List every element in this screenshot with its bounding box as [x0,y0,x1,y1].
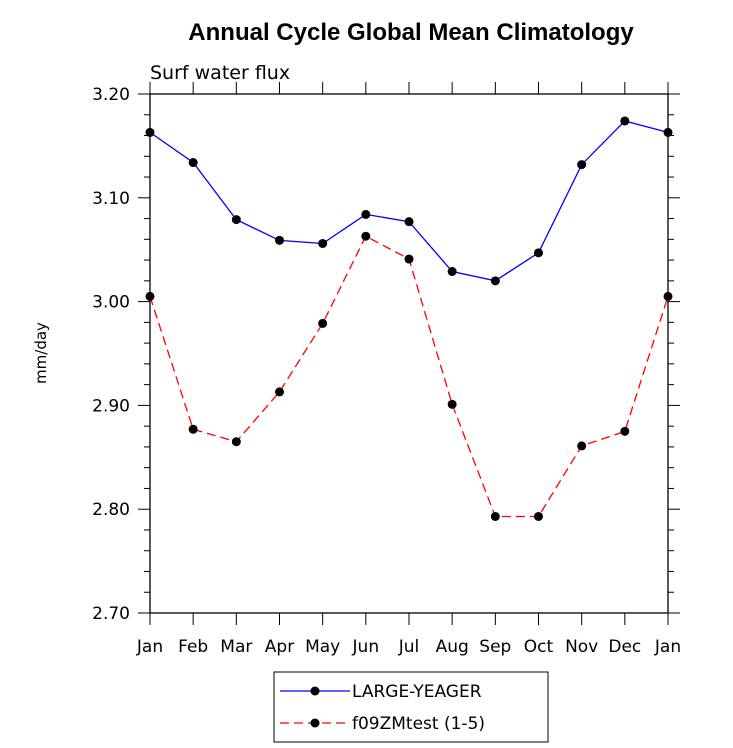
chart-subtitle: Surf water flux [150,62,290,84]
legend-marker-1 [310,686,320,696]
y-axis-label: mm/day [32,322,50,384]
series-2-point [231,437,241,447]
x-tick-label: Jul [398,637,420,657]
x-tick-label: Sep [479,637,511,657]
y-tick-label: 3.00 [92,293,130,313]
series-2-point [275,387,284,397]
x-tick-label: May [305,637,340,657]
series-1-point [231,215,241,225]
x-tick-label: Jan [654,637,681,657]
plot-axes: 2.70 2.80 2.90 3.00 3.10 3.20 Jan Feb Mar Apr May J… [92,82,681,657]
series-1-point [447,266,457,276]
series-layer [145,116,673,521]
x-tick-label: Aug [436,637,469,657]
series-2-point [404,254,414,264]
legend-marker-2 [310,718,320,728]
series-1-point [663,127,673,137]
series-1-point [534,248,543,258]
series-2-point [577,441,587,451]
series-1-point [404,217,414,227]
series-line-2 [149,235,669,518]
legend-box [273,671,549,743]
legend: LARGE-YEAGER f09ZMtest (1-5) [273,671,549,743]
y-tick-label: 2.70 [92,604,130,624]
x-tick-label: Dec [608,637,641,657]
x-tick-label: Feb [178,637,208,657]
series-2-point [361,231,371,241]
series-1-point [361,209,371,219]
x-tick-label: Apr [265,637,294,657]
x-tick-label: Nov [565,637,598,657]
series-2-point [490,511,500,521]
series-1-point [318,238,328,248]
x-tick-label: Oct [524,637,554,657]
plot-frame [149,93,669,614]
series-1-point [188,158,198,168]
x-tick-label: Jan [136,637,163,657]
series-1-point [490,276,500,286]
legend-label-2: f09ZMtest (1-5) [352,714,485,734]
series-2-point [663,291,673,301]
chart-title: Annual Cycle Global Mean Climatology [188,19,634,46]
series-1-point [577,160,587,170]
series-2-point [447,399,457,409]
series-2-point [534,511,543,521]
series-2-point [145,291,155,301]
y-tick-label: 3.20 [92,85,130,105]
x-tick-label: Mar [220,637,252,657]
y-tick-label: 3.10 [92,189,130,209]
y-tick-label: 2.90 [92,396,130,416]
series-2-point [318,318,328,328]
series-1-point [275,235,284,245]
y-tick-label: 2.80 [92,500,130,520]
series-1-point [620,116,630,126]
series-1-point [145,127,155,137]
legend-label-1: LARGE-YEAGER [352,682,482,702]
series-2-point [620,426,630,436]
series-2-point [188,424,198,434]
x-tick-label: Jun [352,637,380,657]
